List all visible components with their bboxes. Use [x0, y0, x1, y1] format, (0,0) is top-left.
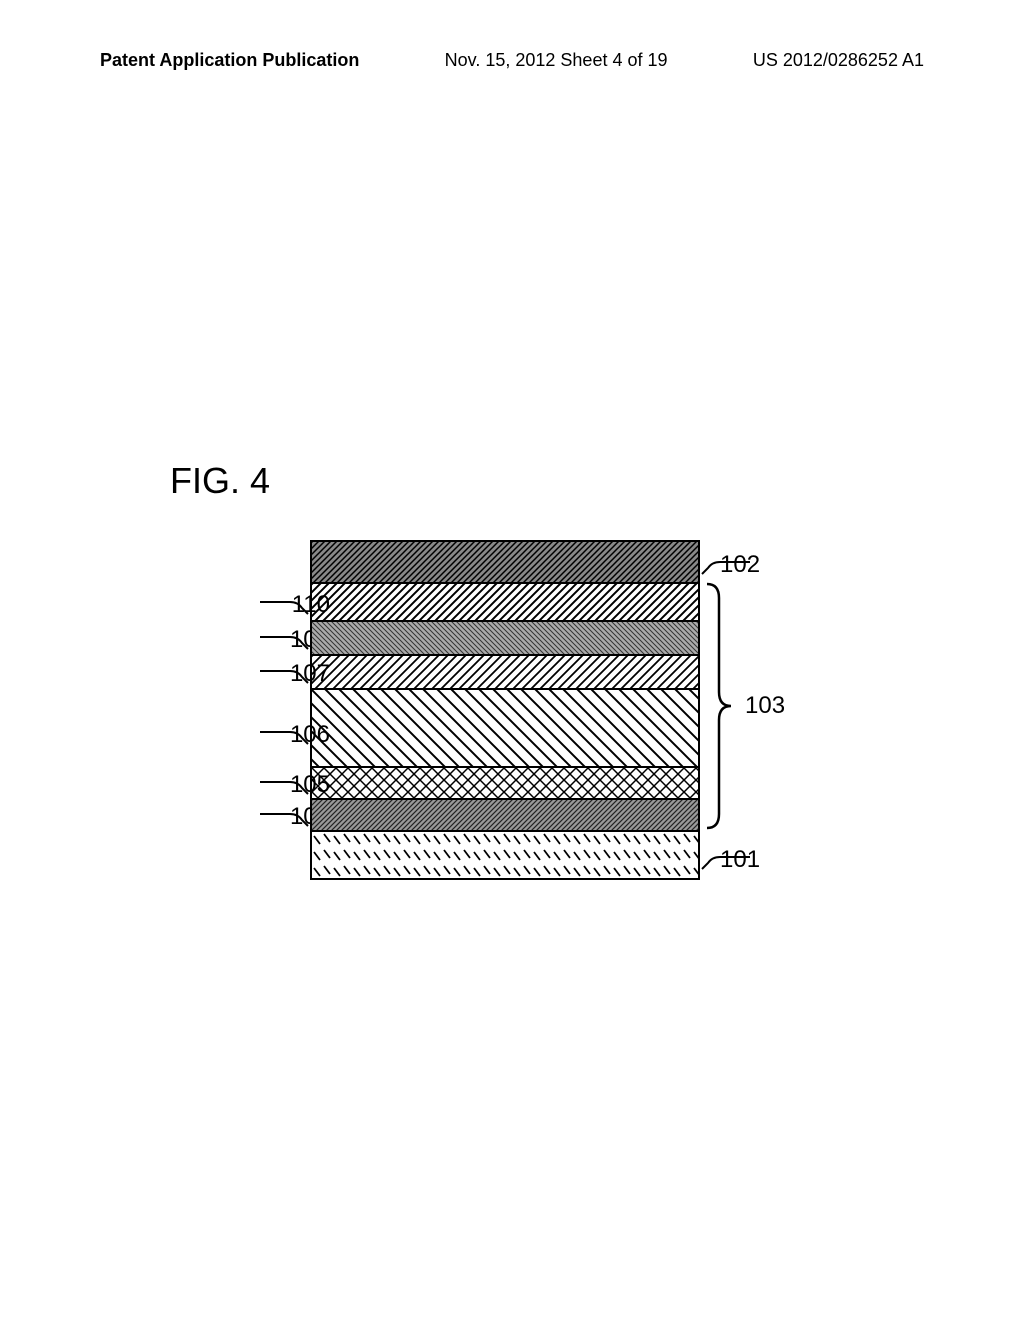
figure-label: FIG. 4: [170, 460, 270, 502]
layer-107: [310, 654, 700, 688]
layer-110: [310, 582, 700, 620]
layer-106: [310, 688, 700, 766]
layer-102: [310, 540, 700, 582]
bracket-103: [705, 582, 735, 830]
bracket-label-103: 103: [745, 692, 785, 720]
layer-101: [310, 830, 700, 880]
layer-104: [310, 798, 700, 830]
layer-108: [310, 620, 700, 654]
layer-diagram: 102110108107106105104101103: [310, 540, 730, 880]
header-publication: Patent Application Publication: [100, 50, 359, 71]
header-doc-number: US 2012/0286252 A1: [753, 50, 924, 71]
layer-105: [310, 766, 700, 798]
header-date-sheet: Nov. 15, 2012 Sheet 4 of 19: [445, 50, 668, 71]
page-header: Patent Application Publication Nov. 15, …: [0, 50, 1024, 71]
